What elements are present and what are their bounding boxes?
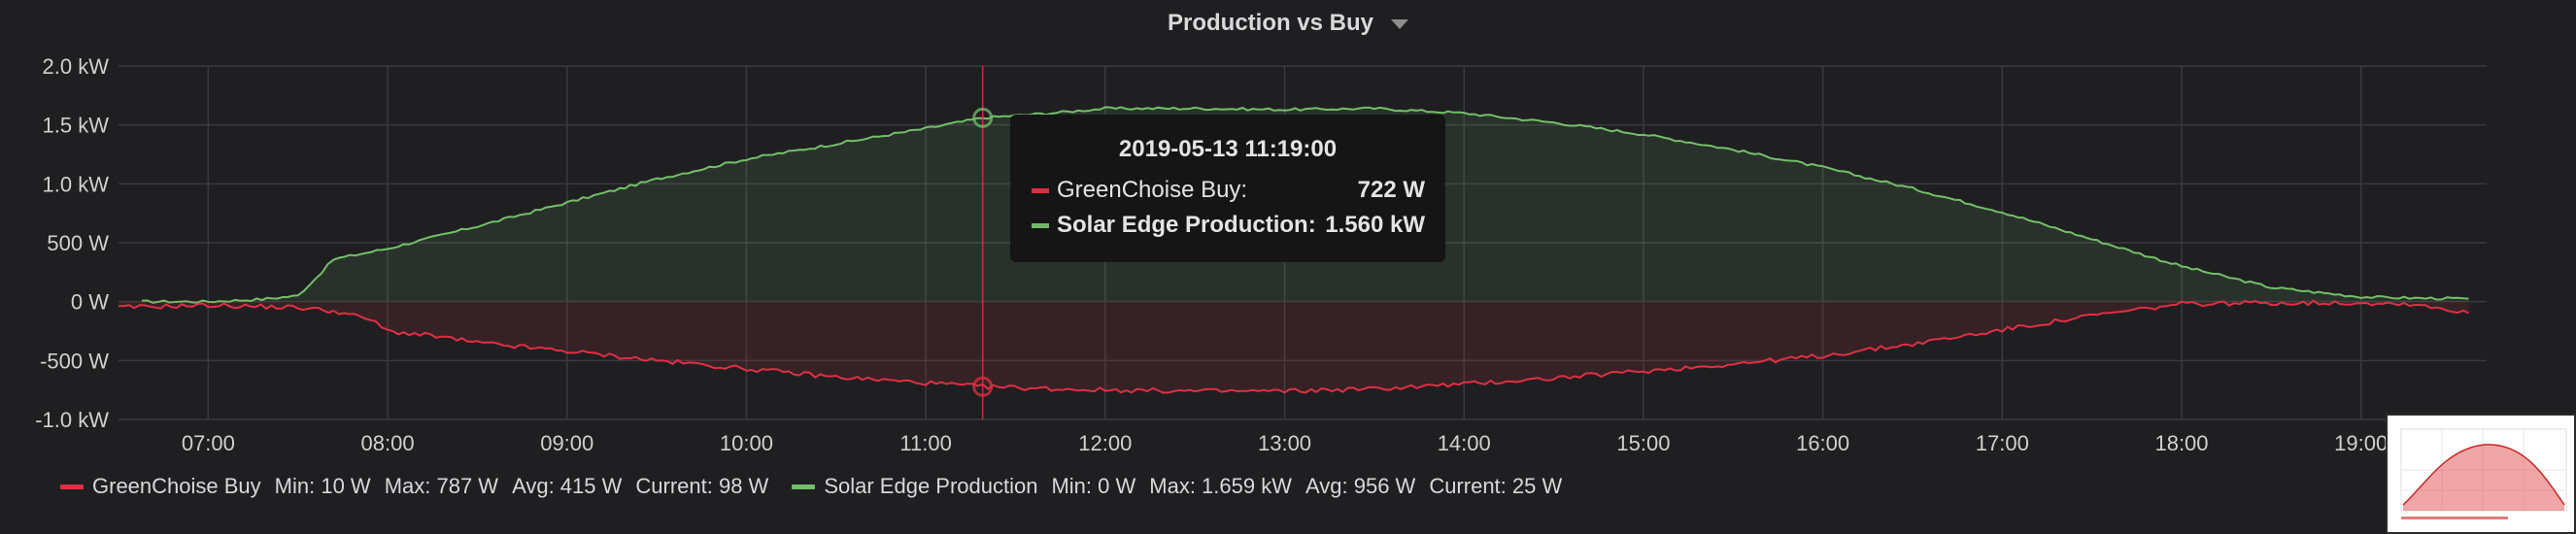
tooltip-label-buy: GreenChoise Buy: [1057, 177, 1248, 203]
legend-swatch-buy [60, 484, 84, 489]
x-tick-label: 10:00 [720, 431, 773, 455]
y-tick-label: 1.0 kW [43, 172, 110, 196]
x-tick-label: 17:00 [1976, 431, 2029, 455]
series-line-buy[interactable] [118, 299, 2469, 394]
legend-current-buy: Current: 98 W [635, 474, 769, 498]
tooltip-swatch-production [1032, 222, 1049, 228]
x-tick-label: 07:00 [182, 431, 235, 455]
y-tick-label: -1.0 kW [35, 408, 109, 432]
tooltip-row-buy: GreenChoise Buy: 722 W [1032, 177, 1425, 204]
legend-swatch-production [792, 484, 816, 489]
crosshair [972, 66, 994, 419]
x-tick-label: 08:00 [361, 431, 415, 455]
hover-point-buy [972, 376, 994, 397]
y-tick-label: 500 W [47, 231, 109, 255]
panel-title[interactable]: Production vs Buy [1167, 10, 1374, 36]
area-fill-buy [119, 300, 2469, 393]
tooltip-value-buy: 722 W [1357, 177, 1425, 203]
graph-tooltip: 2019-05-13 11:19:00 GreenChoise Buy: 722… [1010, 115, 1445, 262]
legend-min-production: Min: 0 W [1051, 474, 1136, 498]
legend-max-buy: Max: 787 W [384, 474, 499, 498]
x-tick-label: 13:00 [1258, 431, 1311, 455]
legend-item-buy[interactable]: GreenChoise Buy Min: 10 W Max: 787 W Avg… [60, 474, 768, 499]
x-tick-label: 18:00 [2154, 431, 2208, 455]
legend-max-production: Max: 1.659 kW [1149, 474, 1292, 498]
series-line-production[interactable] [141, 106, 2469, 304]
legend-avg-production: Avg: 956 W [1305, 474, 1416, 498]
x-tick-label: 14:00 [1438, 431, 1491, 455]
x-tick-label: 11:00 [899, 431, 951, 455]
y-tick-label: -500 W [40, 349, 109, 373]
panel-menu-caret-icon[interactable] [1391, 19, 1409, 29]
x-tick-label: 12:00 [1078, 431, 1132, 455]
x-tick-label: 09:00 [540, 431, 593, 455]
legend-name-buy[interactable]: GreenChoise Buy [92, 474, 261, 498]
legend-item-production[interactable]: Solar Edge Production Min: 0 W Max: 1.65… [792, 474, 1562, 499]
x-tick-label: 19:00 [2334, 431, 2388, 455]
x-axis-labels: 07:00 08:00 09:00 10:00 11:00 12:00 13:00 14:00… [182, 431, 2388, 455]
tooltip-swatch-buy [1032, 187, 1049, 193]
legend-name-production[interactable]: Solar Edge Production [824, 474, 1038, 498]
thumbnail-preview[interactable] [2386, 414, 2576, 534]
tooltip-value-production: 1.560 kW [1325, 212, 1425, 238]
x-tick-label: 16:00 [1796, 431, 1849, 455]
y-tick-label: 2.0 kW [43, 54, 110, 79]
legend-current-production: Current: 25 W [1429, 474, 1563, 498]
chart-legend: GreenChoise Buy Min: 10 W Max: 787 W Avg… [60, 474, 1585, 499]
tooltip-time: 2019-05-13 11:19:00 [1118, 136, 1338, 162]
y-tick-label: 0 W [71, 290, 109, 315]
tooltip-row-production: Solar Edge Production: 1.560 kW [1032, 212, 1425, 239]
panel-header: Production vs Buy [0, 10, 2576, 37]
hover-point-production [972, 107, 994, 128]
thumbnail-graphic [2388, 416, 2574, 532]
x-tick-label: 15:00 [1616, 431, 1670, 455]
legend-min-buy: Min: 10 W [274, 474, 371, 498]
legend-avg-buy: Avg: 415 W [512, 474, 623, 498]
y-axis-labels: 2.0 kW 1.5 kW 1.0 kW 500 W 0 W -500 W -1.0 kW [35, 54, 109, 432]
y-tick-label: 1.5 kW [43, 114, 110, 138]
tooltip-label-production: Solar Edge Production: [1057, 212, 1316, 238]
